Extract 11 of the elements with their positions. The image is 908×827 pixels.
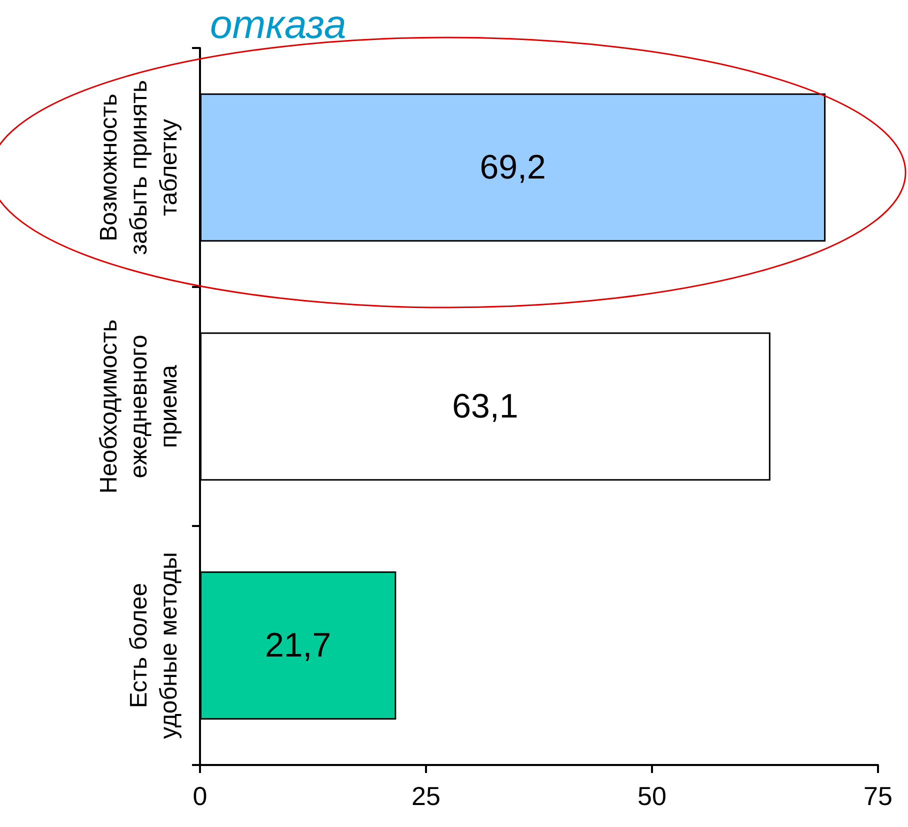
x-tick-label: 0 <box>192 781 208 811</box>
x-tick-label: 50 <box>638 781 666 811</box>
data-label: 63,1 <box>452 388 518 426</box>
data-label: 69,2 <box>480 148 546 186</box>
y-tick-label: Возможность забыть принять таблетку <box>96 80 182 256</box>
x-tick-label: 75 <box>864 781 892 811</box>
y-tick-label: Необходимость ежедневного приема <box>96 319 182 494</box>
data-label: 21,7 <box>264 626 332 664</box>
chart-title: отказа <box>210 3 346 47</box>
x-tick-label: 25 <box>412 781 440 811</box>
y-tick-label: Есть более удобные методы <box>126 552 182 739</box>
